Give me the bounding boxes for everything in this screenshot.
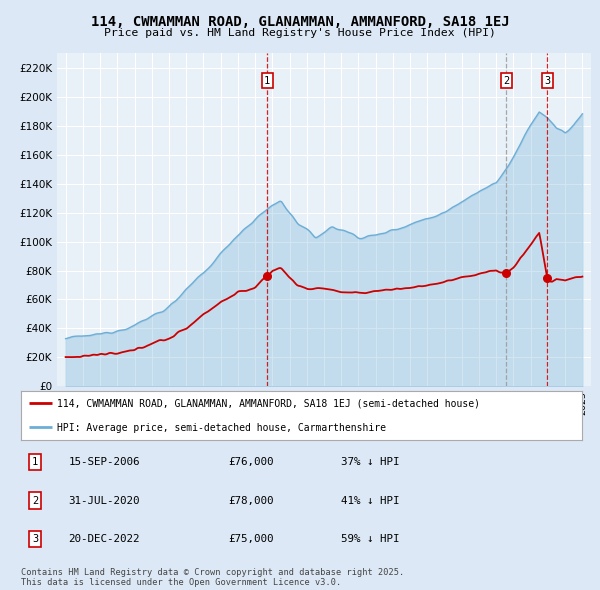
Text: 3: 3 [32,535,38,544]
Text: 37% ↓ HPI: 37% ↓ HPI [341,457,399,467]
Text: 59% ↓ HPI: 59% ↓ HPI [341,535,399,544]
Text: £78,000: £78,000 [229,496,274,506]
Text: 114, CWMAMMAN ROAD, GLANAMMAN, AMMANFORD, SA18 1EJ (semi-detached house): 114, CWMAMMAN ROAD, GLANAMMAN, AMMANFORD… [58,399,481,409]
Text: 1: 1 [264,76,271,86]
Text: Contains HM Land Registry data © Crown copyright and database right 2025.
This d: Contains HM Land Registry data © Crown c… [21,568,404,587]
Text: 2: 2 [503,76,509,86]
Text: £76,000: £76,000 [229,457,274,467]
Text: 3: 3 [544,76,550,86]
Text: 20-DEC-2022: 20-DEC-2022 [68,535,140,544]
Text: Price paid vs. HM Land Registry's House Price Index (HPI): Price paid vs. HM Land Registry's House … [104,28,496,38]
Text: 2: 2 [32,496,38,506]
Text: 15-SEP-2006: 15-SEP-2006 [68,457,140,467]
Text: £75,000: £75,000 [229,535,274,544]
Text: 1: 1 [32,457,38,467]
Text: 31-JUL-2020: 31-JUL-2020 [68,496,140,506]
Text: HPI: Average price, semi-detached house, Carmarthenshire: HPI: Average price, semi-detached house,… [58,423,386,433]
Text: 114, CWMAMMAN ROAD, GLANAMMAN, AMMANFORD, SA18 1EJ: 114, CWMAMMAN ROAD, GLANAMMAN, AMMANFORD… [91,15,509,29]
Text: 41% ↓ HPI: 41% ↓ HPI [341,496,399,506]
